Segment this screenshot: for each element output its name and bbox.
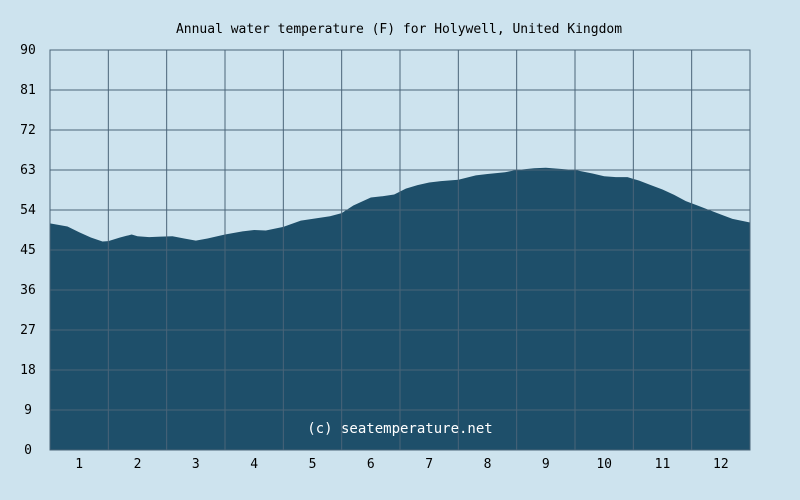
x-tick-label: 4 bbox=[250, 457, 258, 472]
x-tick-label: 10 bbox=[596, 457, 612, 472]
plot-frame bbox=[49, 49, 751, 451]
grid-layer bbox=[49, 49, 751, 451]
y-axis-ticks: 0 9 18 27 36 45 54 63 72 81 90 bbox=[20, 43, 36, 458]
x-tick-label: 6 bbox=[367, 457, 375, 472]
y-tick-label: 90 bbox=[20, 43, 36, 58]
x-tick-label: 7 bbox=[425, 457, 433, 472]
y-tick-label: 81 bbox=[20, 83, 36, 98]
y-tick-label: 36 bbox=[20, 283, 36, 298]
x-tick-label: 5 bbox=[309, 457, 317, 472]
x-axis-ticks: 1 2 3 4 5 6 7 8 9 10 11 12 bbox=[75, 457, 728, 472]
copyright-annotation: (c) seatemperature.net bbox=[307, 421, 492, 437]
x-tick-label: 1 bbox=[75, 457, 83, 472]
y-tick-label: 54 bbox=[20, 203, 36, 218]
x-tick-label: 3 bbox=[192, 457, 200, 472]
y-tick-label: 27 bbox=[20, 323, 36, 338]
x-tick-label: 9 bbox=[542, 457, 550, 472]
x-tick-label: 12 bbox=[713, 457, 729, 472]
y-tick-label: 0 bbox=[24, 443, 32, 458]
y-tick-label: 9 bbox=[24, 403, 32, 418]
x-tick-label: 8 bbox=[484, 457, 492, 472]
x-tick-label: 2 bbox=[134, 457, 142, 472]
y-tick-label: 72 bbox=[20, 123, 36, 138]
y-tick-label: 45 bbox=[20, 243, 36, 258]
y-tick-label: 63 bbox=[20, 163, 36, 178]
chart-title: Annual water temperature (F) for Holywel… bbox=[176, 22, 622, 37]
x-tick-label: 11 bbox=[655, 457, 671, 472]
y-tick-label: 18 bbox=[20, 363, 36, 378]
